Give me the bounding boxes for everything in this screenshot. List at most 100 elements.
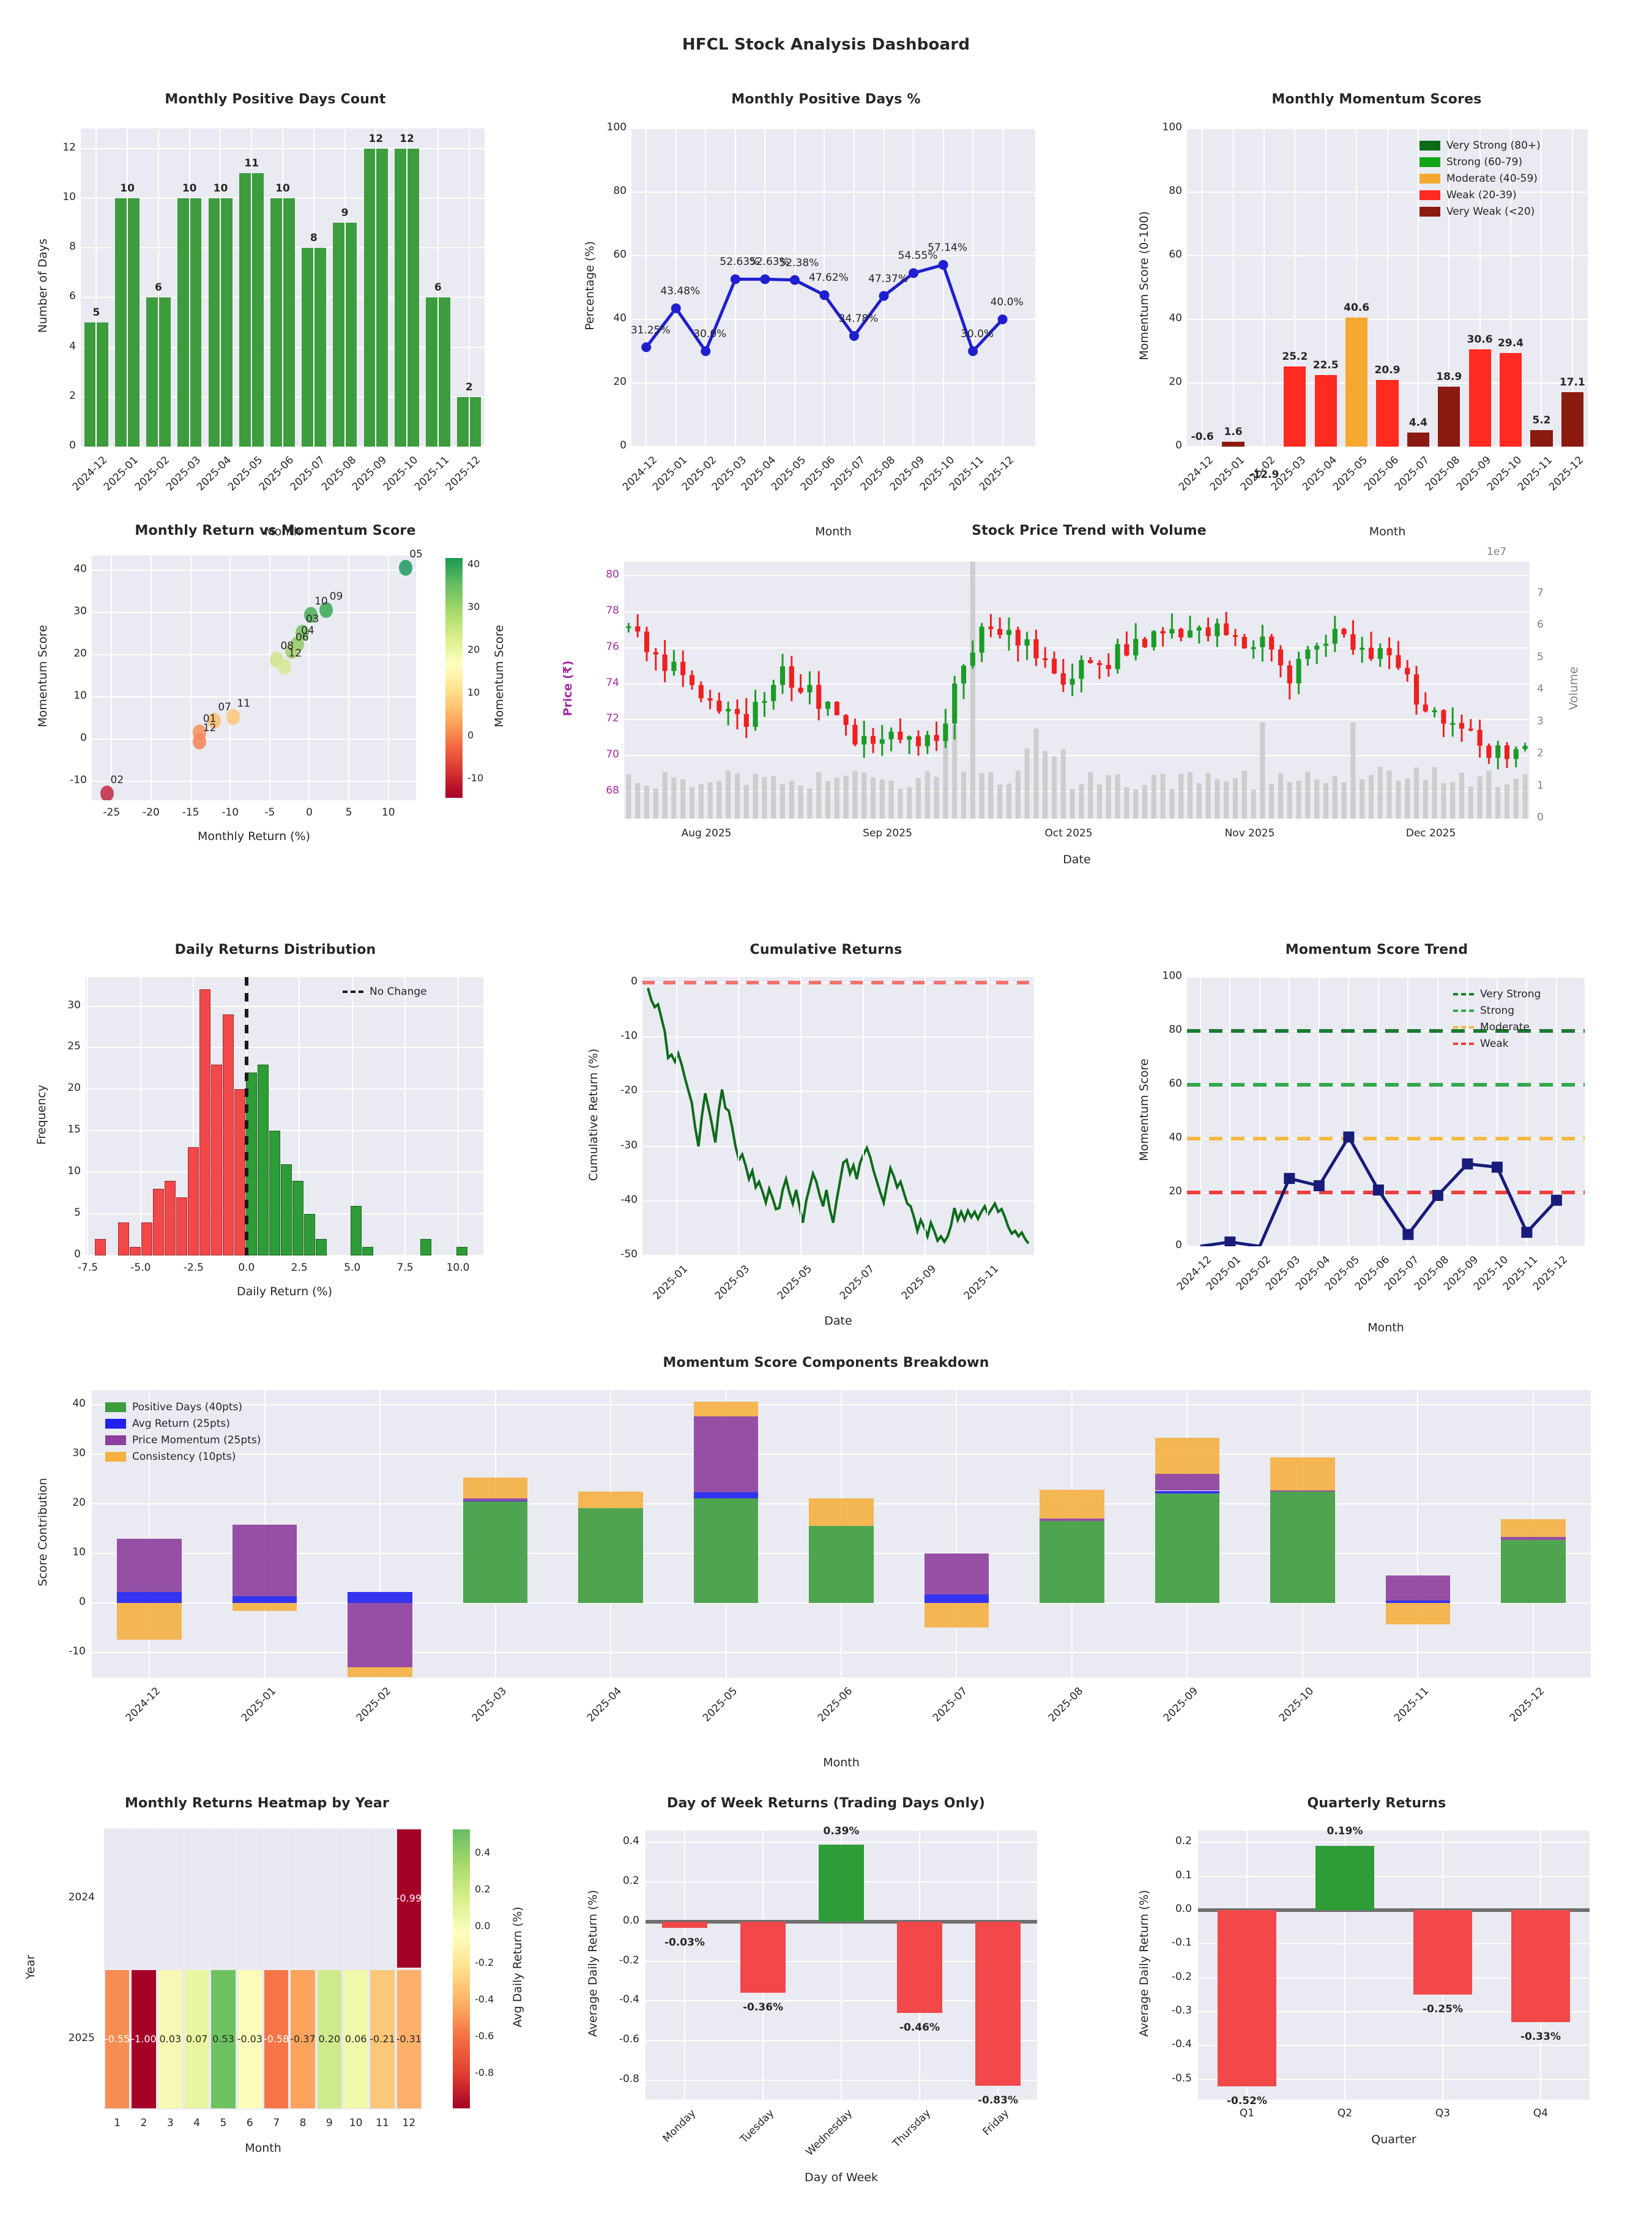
gridline-vertical xyxy=(1510,128,1512,447)
gridline-vertical xyxy=(1417,1390,1419,1678)
gridline-vertical xyxy=(705,128,707,447)
histogram-bar xyxy=(456,1247,467,1255)
legend-swatch xyxy=(105,1419,126,1429)
axis-tick-y-year: 2025 xyxy=(68,2032,95,2044)
axis-tick-x: 2025-11 xyxy=(1392,1685,1432,1725)
axis-tick-y-volume: 3 xyxy=(1537,715,1544,727)
gridline-vertical xyxy=(646,128,647,447)
axis-tick-x: -20 xyxy=(143,806,160,819)
legend-swatch xyxy=(1419,207,1440,217)
axis-tick-y: -10 xyxy=(620,1030,638,1043)
bar-value-label: -0.6 xyxy=(1191,431,1214,443)
heatmap-cell xyxy=(132,1970,156,2108)
gridline-horizontal xyxy=(624,611,1530,613)
gridline-horizontal xyxy=(642,1145,1034,1147)
panel-stock-price-volume: Stock Price Trend with Volume 68 70 72 74 76… xyxy=(551,523,1628,866)
stacked-segment xyxy=(578,1508,643,1604)
plot-area xyxy=(104,1828,422,2110)
axis-tick-y-price: 76 xyxy=(606,640,619,653)
panel-momentum-scores: Monthly Momentum Scores 0 20 40 60 80 100 -0.6… xyxy=(1126,92,1628,538)
bar xyxy=(1511,1910,1570,2022)
axis-tick-y: 0 xyxy=(620,439,627,452)
axis-tick-y: 4 xyxy=(69,340,76,352)
axis-tick-y: 20 xyxy=(72,1497,86,1509)
panel-positive-days-count: Monthly Positive Days Count 0 2 4 6 8 10 12 5 20… xyxy=(24,92,526,538)
histogram-bar xyxy=(351,1205,362,1255)
bar xyxy=(1561,392,1583,447)
bar xyxy=(1438,386,1460,447)
plot-area xyxy=(1187,128,1588,447)
histogram-bar xyxy=(129,1247,141,1255)
axis-tick-x: 2025-09 xyxy=(1161,1685,1201,1725)
axis-tick-x: Aug 2025 xyxy=(681,827,732,839)
axis-tick-y: -10 xyxy=(70,773,87,786)
gridline-vertical xyxy=(127,128,128,447)
bar-value-label: -0.33% xyxy=(1520,2030,1561,2043)
axis-tick-y: 100 xyxy=(606,121,627,133)
stacked-segment xyxy=(1040,1489,1104,1519)
axis-tick-y: 0 xyxy=(69,439,76,452)
axis-tick-x: 2025-04 xyxy=(584,1685,625,1725)
bar-value-label-overlap: -12.9 xyxy=(1249,469,1279,481)
legend-item: Price Momentum (25pts) xyxy=(105,1434,261,1446)
legend-item: Very Weak (<20) xyxy=(1419,206,1541,218)
gridline-horizontal xyxy=(624,575,1530,577)
legend-swatch xyxy=(1419,141,1440,151)
axis-tick-y: 25 xyxy=(67,1040,81,1053)
gridline-vertical xyxy=(986,977,988,1255)
bar-value-label: 0.39% xyxy=(823,1824,860,1837)
zero-line xyxy=(646,1919,1037,1924)
bar xyxy=(661,1921,708,1928)
chart-title-monthly-returns-heatmap: Monthly Returns Heatmap by Year xyxy=(124,1796,390,1811)
legend-label: No Change xyxy=(370,986,427,998)
histogram-bar xyxy=(234,1089,245,1255)
gridline-horizontal xyxy=(1198,1875,1590,1877)
heatmap-cell xyxy=(396,1970,421,2108)
legend-label: Avg Return (25pts) xyxy=(132,1418,230,1430)
axis-tick-x: 0.0 xyxy=(238,1262,255,1274)
axis-tick-y: -40 xyxy=(620,1193,638,1206)
gridline-vertical xyxy=(193,977,195,1255)
heatmap-cell-value: -1.00 xyxy=(131,2033,157,2045)
stacked-segment xyxy=(1385,1600,1451,1604)
axis-tick-y-year: 2024 xyxy=(68,1891,95,1903)
colorbar-tick: -0.4 xyxy=(475,1993,494,2005)
bar xyxy=(1499,353,1522,447)
scatter-point xyxy=(319,601,333,618)
scatter-point-label: 09 xyxy=(329,590,343,603)
plot-quarterly-returns: 0.2 0.1 0.0 -0.1 -0.2 -0.3 -0.4 -0.5 -0.52% Q1 0.1… xyxy=(1126,1817,1628,2190)
axis-tick-y: 0 xyxy=(1175,439,1182,452)
axis-tick-y: 10 xyxy=(72,1546,86,1559)
axis-tick-y: 0.0 xyxy=(1175,1903,1192,1916)
axis-tick-y: 6 xyxy=(69,290,76,303)
gridline-vertical xyxy=(1417,128,1419,447)
stacked-segment xyxy=(1501,1536,1566,1540)
axis-tick-y: 40 xyxy=(1169,1131,1182,1144)
gridline-vertical xyxy=(1377,977,1379,1246)
axis-tick-y: 0.0 xyxy=(622,1914,639,1927)
histogram-bar xyxy=(152,1189,164,1255)
stacked-segment xyxy=(924,1594,989,1604)
axis-tick-y: -0.8 xyxy=(619,2072,639,2085)
gridline-horizontal xyxy=(1198,1943,1590,1945)
axis-tick-x: -2.5 xyxy=(183,1262,204,1274)
axis-tick-x: 5 xyxy=(345,806,352,819)
axis-tick-x: -10 xyxy=(221,806,239,819)
stacked-segment xyxy=(809,1526,874,1604)
axis-tick-y: 0.4 xyxy=(622,1835,639,1848)
line-series xyxy=(641,259,1008,356)
stacked-segment xyxy=(1501,1539,1566,1604)
gridline-horizontal xyxy=(642,1200,1034,1202)
panel-return-vs-momentum: Monthly Return vs Momentum Score -10 0 10 2… xyxy=(24,523,526,866)
volume-exponent-label: 1e7 xyxy=(1487,546,1507,558)
chart-title-positive-days-count: Monthly Positive Days Count xyxy=(165,92,386,107)
threshold-line-very-strong xyxy=(1187,1029,1585,1033)
legend-item: Weak (20-39) xyxy=(1419,189,1541,201)
gridline-vertical xyxy=(1318,977,1320,1246)
heatmap-cell xyxy=(291,1829,315,1968)
stacked-segment xyxy=(463,1501,528,1604)
legend-item: Moderate xyxy=(1453,1021,1541,1033)
axis-tick-y: 40 xyxy=(72,1397,86,1410)
gridline-vertical xyxy=(925,977,926,1255)
axis-tick-x: 2025-06 xyxy=(815,1685,855,1725)
